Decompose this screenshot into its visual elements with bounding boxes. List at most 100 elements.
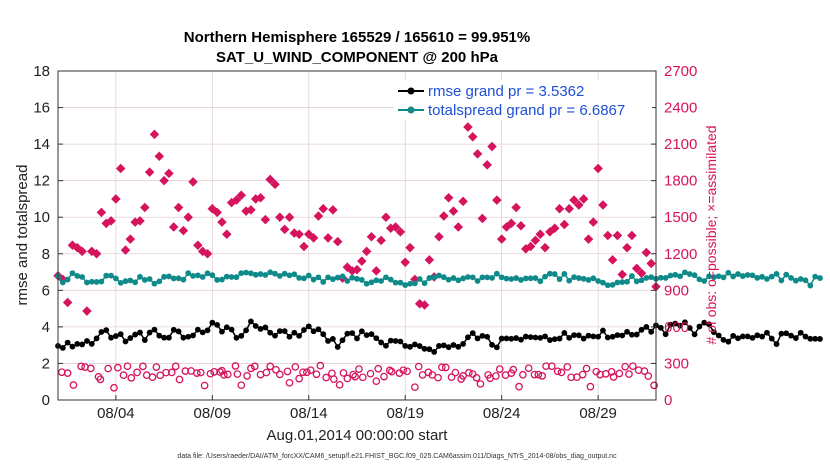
assimilated-obs-point xyxy=(583,234,594,244)
right-tick-label: 2400 xyxy=(664,100,697,117)
totalspread-point xyxy=(238,270,245,277)
assimilated-obs-point xyxy=(140,202,150,213)
totalspread-point xyxy=(686,271,693,277)
totalspread-point xyxy=(551,271,558,277)
assimilated-obs-point xyxy=(381,212,391,222)
assimilated-obs-point xyxy=(627,230,637,241)
possible-obs-point xyxy=(355,365,363,373)
rmse-point xyxy=(262,324,269,331)
totalspread-point xyxy=(493,270,500,277)
possible-obs-point xyxy=(237,381,246,390)
totalspread-point xyxy=(542,273,548,280)
totalspread-point xyxy=(373,277,380,284)
assimilated-obs-point xyxy=(472,149,483,159)
rmse-point xyxy=(527,334,534,341)
possible-obs-point xyxy=(119,371,128,379)
possible-obs-point xyxy=(110,383,118,392)
totalspread-point xyxy=(720,274,727,281)
legend-rmse-marker xyxy=(407,87,415,95)
assimilated-obs-point xyxy=(405,242,415,253)
assimilated-obs-point xyxy=(231,195,242,205)
assimilated-obs-point xyxy=(598,200,608,210)
possible-obs-point xyxy=(139,362,147,371)
possible-obs-point xyxy=(465,368,473,377)
totalspread-point xyxy=(580,275,587,282)
assimilated-obs-point xyxy=(222,229,232,240)
possible-obs-point xyxy=(625,370,633,378)
rmse-point xyxy=(180,334,187,341)
possible-obs-point xyxy=(322,373,330,382)
rmse-point xyxy=(677,322,684,329)
rmse-point xyxy=(735,335,741,342)
totalspread-point xyxy=(682,269,688,276)
rmse-point xyxy=(701,319,708,326)
totalspread-point xyxy=(358,277,365,283)
rmse-point xyxy=(243,327,249,334)
rmse-point xyxy=(643,323,650,330)
possible-obs-point xyxy=(519,370,527,379)
assimilated-obs-point xyxy=(260,214,271,225)
possible-obs-point xyxy=(609,373,618,381)
rmse-point xyxy=(436,342,442,349)
totalspread-series xyxy=(55,269,823,289)
totalspread-point xyxy=(754,275,761,281)
rmse-point xyxy=(585,332,592,339)
rmse-point xyxy=(489,341,495,348)
rmse-point xyxy=(320,331,327,338)
totalspread-point xyxy=(503,275,510,282)
left-axis-label: rmse and totalspread xyxy=(14,165,31,306)
totalspread-point xyxy=(132,279,139,286)
totalspread-point xyxy=(310,276,317,283)
totalspread-point xyxy=(532,275,539,281)
possible-obs-point xyxy=(441,363,450,372)
totalspread-point xyxy=(223,273,230,280)
assimilated-obs-point xyxy=(62,297,73,308)
totalspread-point xyxy=(194,272,201,279)
right-tick-label: 600 xyxy=(664,319,689,336)
assimilated-obs-point xyxy=(178,225,189,236)
possible-obs-point xyxy=(299,368,307,377)
rmse-point xyxy=(580,335,587,342)
totalspread-point xyxy=(262,272,269,278)
possible-obs-point xyxy=(330,375,338,384)
assimilated-obs-point xyxy=(246,205,256,215)
x-axis-label: Aug.01,2014 00:00:00 start xyxy=(267,427,449,444)
left-tick-label: 4 xyxy=(42,319,50,336)
possible-obs-point xyxy=(339,369,348,377)
assimilated-obs-point xyxy=(453,222,464,232)
assimilated-obs-point xyxy=(144,167,155,177)
rmse-point xyxy=(479,332,486,339)
assimilated-obs-point xyxy=(530,235,541,246)
rmse-point xyxy=(682,319,688,326)
possible-obs-point xyxy=(578,370,587,379)
rmse-point xyxy=(619,332,626,339)
rmse-point xyxy=(575,332,582,339)
chart-title-line2: SAT_U_WIND_COMPONENT @ 200 hPa xyxy=(216,49,499,66)
right-tick-label: 1200 xyxy=(664,246,697,263)
assimilated-obs-point xyxy=(390,222,401,232)
assimilated-obs-point xyxy=(646,258,656,269)
totalspread-point xyxy=(672,271,679,278)
possible-obs-point xyxy=(343,374,352,383)
assimilated-obs-point xyxy=(496,234,507,244)
possible-obs-point xyxy=(459,372,467,380)
rmse-point xyxy=(170,326,177,333)
rmse-point xyxy=(112,333,119,339)
totalspread-point xyxy=(614,279,621,286)
totalspread-point xyxy=(474,278,481,284)
rmse-point xyxy=(474,335,481,342)
possible-obs-point xyxy=(374,364,383,373)
rmse-point xyxy=(122,338,129,345)
assimilated-obs-point xyxy=(159,175,169,186)
possible-obs-point xyxy=(349,370,357,379)
possible-obs-point xyxy=(272,365,280,374)
totalspread-point xyxy=(272,270,278,277)
x-tick-label: 08/29 xyxy=(579,405,617,422)
totalspread-point xyxy=(88,278,95,285)
rmse-point xyxy=(214,321,221,328)
possible-obs-point xyxy=(557,368,566,377)
right-tick-label: 1800 xyxy=(664,173,697,190)
totalspread-point xyxy=(643,275,650,281)
rmse-point xyxy=(725,338,732,345)
assimilated-obs-point xyxy=(463,122,473,132)
